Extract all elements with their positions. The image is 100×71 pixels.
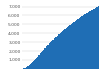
Bar [51,41,52,69]
Bar [95,8,96,69]
Bar [37,57,38,69]
Bar [43,50,44,69]
Bar [31,63,32,69]
Bar [25,68,26,69]
Bar [65,29,66,69]
Bar [36,58,37,69]
Bar [39,55,40,69]
Bar [60,33,61,69]
Bar [41,52,42,69]
Bar [91,10,92,69]
Bar [70,24,71,69]
Bar [78,19,79,69]
Bar [80,17,81,69]
Bar [27,67,28,69]
Bar [48,45,49,69]
Bar [45,48,46,69]
Bar [53,40,54,69]
Bar [68,26,69,69]
Bar [42,51,43,69]
Bar [85,14,86,69]
Bar [67,27,68,69]
Bar [52,40,53,69]
Bar [56,37,57,69]
Bar [77,19,78,69]
Bar [47,46,48,69]
Bar [44,48,45,69]
Bar [88,12,89,69]
Bar [63,30,64,69]
Bar [50,42,51,69]
Bar [74,22,75,69]
Bar [26,67,27,69]
Bar [84,14,85,69]
Bar [89,11,90,69]
Bar [59,34,60,69]
Bar [49,43,50,69]
Bar [61,32,62,69]
Bar [96,7,97,69]
Bar [94,9,95,69]
Bar [40,53,41,69]
Bar [72,23,73,69]
Bar [24,68,25,69]
Bar [30,64,31,69]
Bar [46,46,47,69]
Bar [97,7,98,69]
Bar [86,13,87,69]
Bar [57,36,58,69]
Bar [54,38,55,69]
Bar [82,16,83,69]
Bar [58,34,59,69]
Bar [76,20,77,69]
Bar [28,66,29,69]
Bar [87,13,88,69]
Bar [93,9,94,69]
Bar [81,16,82,69]
Bar [79,18,80,69]
Bar [33,61,34,69]
Bar [29,65,30,69]
Bar [83,15,84,69]
Bar [64,29,65,69]
Bar [92,10,93,69]
Bar [98,6,99,69]
Bar [38,55,39,69]
Bar [66,28,67,69]
Bar [75,21,76,69]
Bar [32,62,33,69]
Bar [35,59,36,69]
Bar [69,25,70,69]
Bar [55,37,56,69]
Bar [62,31,63,69]
Bar [90,11,91,69]
Bar [34,60,35,69]
Bar [71,24,72,69]
